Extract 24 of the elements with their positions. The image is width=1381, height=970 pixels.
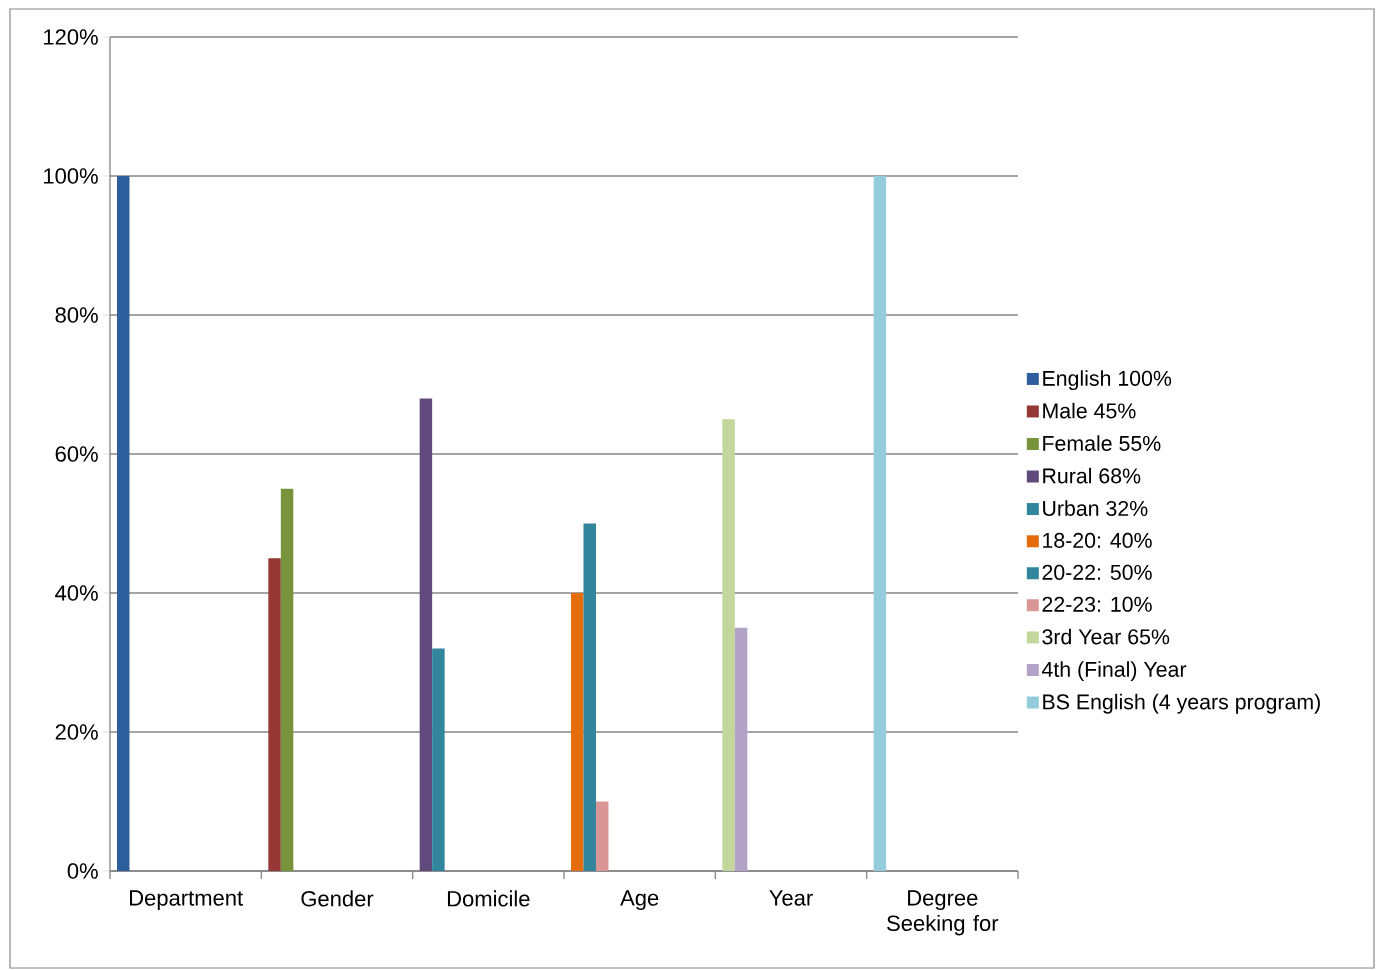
x-tick-label: Domicile [447,890,530,907]
legend-label: Rural 68% [1043,467,1141,484]
legend-label: BS English (4 years program) [1043,693,1320,714]
x-tick-label: Year [769,890,813,906]
legend-label: 22-23: 10% [1042,596,1152,612]
y-tick-label: 100% [44,168,98,184]
legend-label: Male 45% [1043,402,1136,419]
y-tick-label: 120% [44,29,98,45]
x-tick-label: Gender [301,890,374,907]
y-tick-label: 20% [55,724,98,740]
x-tick-label: Age [620,890,659,911]
y-tick-label: 40% [55,585,98,601]
legend-label: 20-22: 50% [1042,564,1152,580]
legend-label: 18-20: 40% [1043,532,1152,548]
legend-label: 4th (Final) Year [1041,661,1187,682]
x-tick-label: Degree Seeking for [887,890,999,936]
x-tick-label: Department [130,890,243,911]
legend-label: Urban 32% [1043,500,1148,516]
y-tick-label: 60% [55,446,98,462]
y-tick-label: 80% [55,307,98,323]
legend-label: English 100% [1043,370,1172,391]
legend-label: 3rd Year 65% [1042,628,1170,645]
legend-label: Female 55% [1043,435,1161,451]
y-tick-label: 0% [67,863,98,879]
